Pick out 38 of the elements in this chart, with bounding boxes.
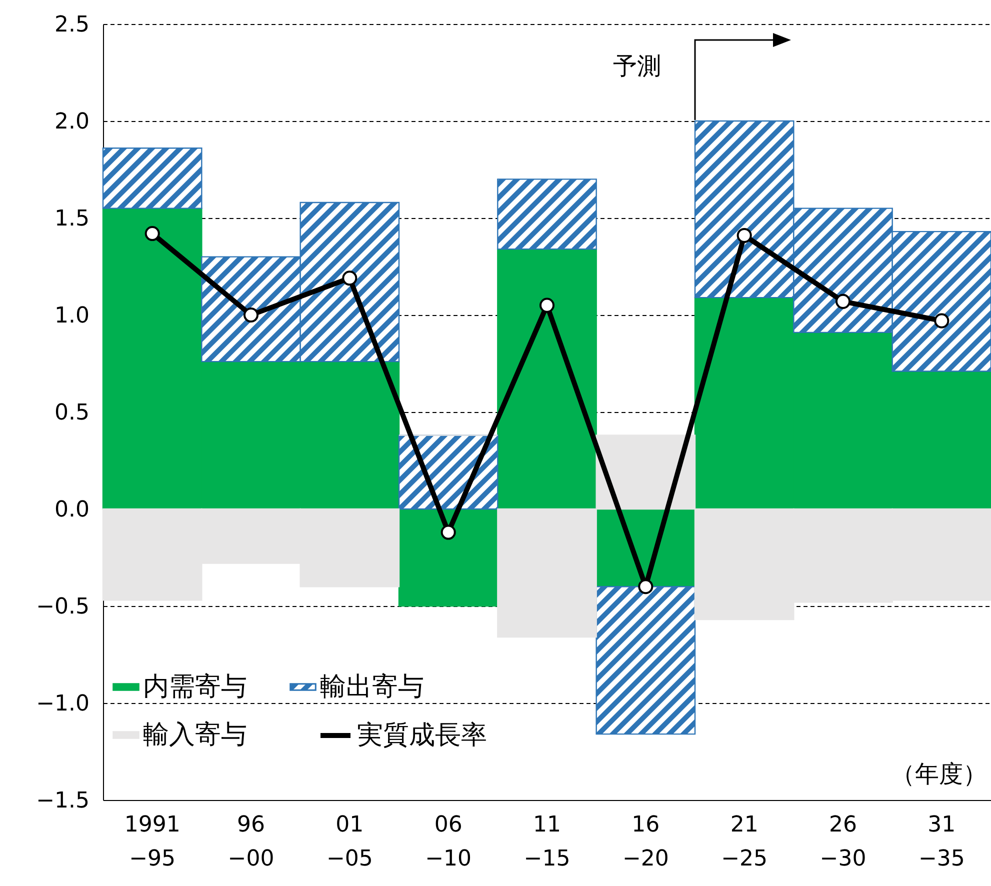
annotation: 予測 <box>613 52 661 80</box>
y-tick-label: −1.5 <box>36 788 90 814</box>
x-tick-label: 16 −20 <box>622 812 669 872</box>
point <box>342 270 358 286</box>
x-tick-label: 11 −15 <box>524 812 570 872</box>
bar <box>497 248 597 510</box>
x-tick-label: 1991 −95 <box>124 812 180 872</box>
x-tick-label: 01 −05 <box>326 812 373 872</box>
point <box>736 228 752 243</box>
y-tick-label: 0.5 <box>54 400 90 426</box>
x-tick-label: 21 −25 <box>721 812 768 872</box>
bar <box>102 148 202 209</box>
bar <box>497 178 597 250</box>
point <box>243 307 259 323</box>
y-tick-label: 1.0 <box>54 304 90 328</box>
y-tick-label: −0.5 <box>36 594 90 620</box>
bar <box>596 586 696 735</box>
y-tick-label: 2.5 <box>54 12 90 38</box>
bar <box>398 508 498 607</box>
legend-label: 内需寄与 <box>143 672 247 702</box>
point <box>440 524 456 540</box>
legend-label: 実質成長率 <box>357 720 487 750</box>
point <box>144 226 160 242</box>
y-tick-label: 1.5 <box>54 206 90 232</box>
y-tick-label: 2.0 <box>54 110 90 134</box>
legend-label: 輸出寄与 <box>320 672 424 702</box>
point <box>638 579 654 594</box>
point <box>539 298 555 313</box>
x-tick-label: 26 −30 <box>820 812 866 872</box>
y-tick-label: −1.0 <box>36 692 90 716</box>
x-tick-label: 06 −10 <box>425 812 472 872</box>
point <box>835 294 851 309</box>
legend-label: 輸入寄与 <box>143 720 247 750</box>
x-tick-label: 96 −00 <box>228 812 274 872</box>
annotation: （年度） <box>891 760 987 788</box>
x-tick-label: 31 −35 <box>918 812 965 872</box>
y-tick-label: 0.0 <box>54 498 90 522</box>
point <box>934 313 950 328</box>
